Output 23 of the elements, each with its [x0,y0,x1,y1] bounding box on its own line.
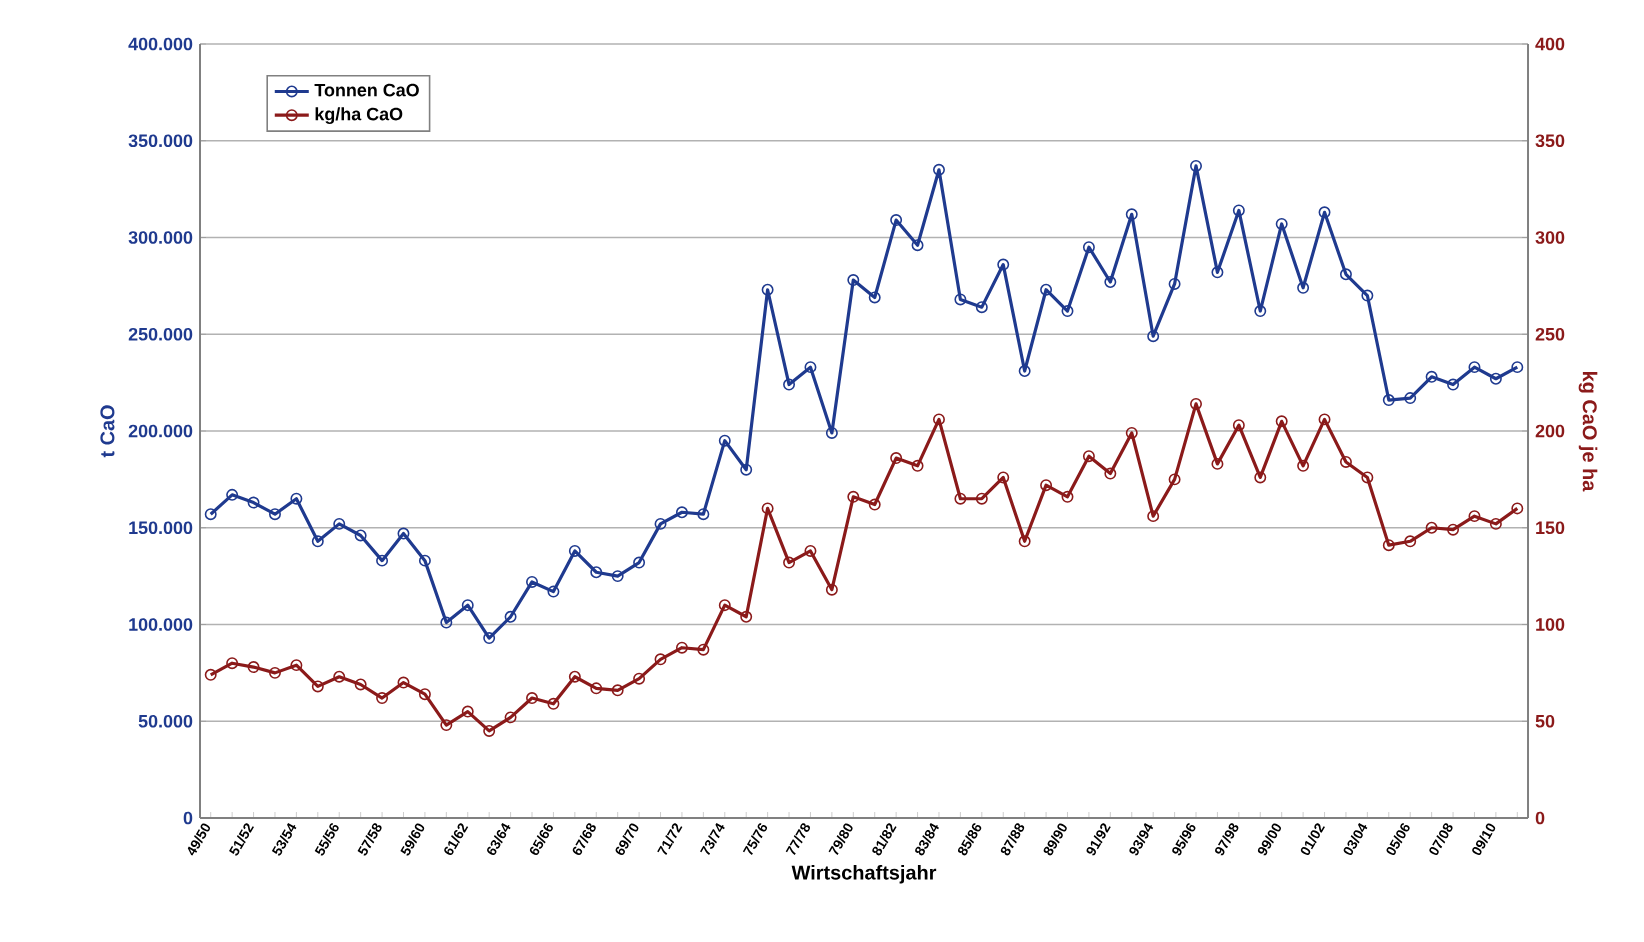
y-tick-label: 50.000 [138,714,193,728]
y-tick-label: 250.000 [128,327,193,341]
y2-tick-label: 100 [1536,618,1565,631]
y2-tick-label: 0 [1535,811,1545,825]
y-tick-label: 350.000 [128,134,193,148]
y2-tick-label: 300 [1535,231,1565,244]
y-tick-label: 200.000 [128,424,193,438]
y-axis-title: t CaO [100,405,115,458]
legend-label: Tonnen CaO [314,83,419,97]
y2-tick-label: 50 [1535,714,1555,728]
y2-tick-label: 350 [1535,134,1565,148]
y-tick-label: 400.000 [128,37,193,51]
x-axis-title: Wirtschaftsjahr [791,865,937,884]
y-tick-label: 300.000 [128,231,193,244]
y2-tick-label: 150 [1536,521,1565,535]
y-tick-label: 100.000 [129,618,193,631]
y-tick-label: 0 [183,811,193,825]
legend-label: kg/ha CaO [315,107,403,125]
y2-axis-title: kg CaO je ha [1578,372,1598,492]
y-tick-label: 150.000 [129,521,193,535]
y2-tick-label: 250 [1535,327,1565,341]
y2-tick-label: 200 [1535,424,1565,438]
y2-tick-label: 400 [1535,37,1565,51]
